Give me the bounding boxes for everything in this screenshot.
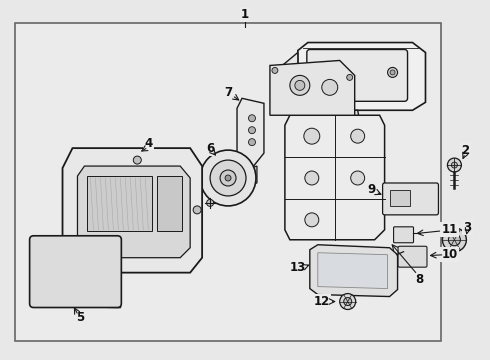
- Polygon shape: [285, 115, 385, 240]
- Polygon shape: [34, 238, 121, 307]
- Circle shape: [322, 80, 338, 95]
- Circle shape: [248, 127, 255, 134]
- Text: 9: 9: [368, 184, 376, 197]
- Circle shape: [448, 234, 461, 246]
- Circle shape: [347, 75, 353, 80]
- Circle shape: [351, 171, 365, 185]
- Circle shape: [319, 67, 327, 75]
- Circle shape: [193, 206, 201, 214]
- Circle shape: [451, 162, 457, 168]
- FancyBboxPatch shape: [157, 176, 182, 231]
- FancyBboxPatch shape: [15, 23, 441, 341]
- Polygon shape: [298, 42, 425, 110]
- Circle shape: [343, 298, 352, 306]
- Circle shape: [210, 160, 246, 196]
- Circle shape: [133, 156, 141, 164]
- Text: 5: 5: [76, 311, 85, 324]
- Circle shape: [447, 158, 462, 172]
- Circle shape: [388, 67, 397, 77]
- Circle shape: [225, 175, 231, 181]
- Text: 12: 12: [314, 295, 330, 308]
- FancyBboxPatch shape: [383, 183, 439, 215]
- Text: 3: 3: [464, 221, 471, 234]
- Circle shape: [207, 199, 214, 206]
- Text: 6: 6: [206, 141, 214, 155]
- Text: 11: 11: [441, 223, 458, 236]
- Text: 2: 2: [461, 144, 469, 157]
- Polygon shape: [63, 148, 202, 273]
- Polygon shape: [237, 98, 264, 168]
- Circle shape: [290, 75, 310, 95]
- FancyBboxPatch shape: [87, 176, 152, 231]
- Circle shape: [320, 81, 326, 87]
- Text: 10: 10: [441, 248, 458, 261]
- Circle shape: [272, 67, 278, 73]
- Circle shape: [200, 150, 256, 206]
- Circle shape: [340, 293, 356, 310]
- FancyBboxPatch shape: [398, 246, 427, 267]
- Circle shape: [390, 70, 395, 75]
- Text: 4: 4: [144, 137, 152, 150]
- Circle shape: [305, 171, 319, 185]
- Circle shape: [248, 139, 255, 146]
- Circle shape: [220, 170, 236, 186]
- Circle shape: [305, 213, 319, 227]
- Text: 13: 13: [290, 261, 306, 274]
- FancyBboxPatch shape: [307, 50, 408, 101]
- Polygon shape: [77, 166, 190, 258]
- Circle shape: [295, 80, 305, 90]
- Circle shape: [248, 115, 255, 122]
- Polygon shape: [310, 245, 397, 297]
- Circle shape: [442, 228, 466, 252]
- Polygon shape: [270, 60, 355, 115]
- Circle shape: [304, 128, 320, 144]
- Polygon shape: [318, 253, 388, 289]
- Text: 1: 1: [241, 8, 249, 21]
- FancyBboxPatch shape: [393, 227, 414, 243]
- Circle shape: [351, 129, 365, 143]
- Polygon shape: [273, 53, 298, 100]
- FancyBboxPatch shape: [390, 190, 410, 206]
- Text: 7: 7: [224, 86, 232, 99]
- Text: 8: 8: [416, 273, 424, 286]
- Polygon shape: [244, 166, 257, 186]
- FancyBboxPatch shape: [29, 236, 122, 307]
- Polygon shape: [333, 110, 363, 142]
